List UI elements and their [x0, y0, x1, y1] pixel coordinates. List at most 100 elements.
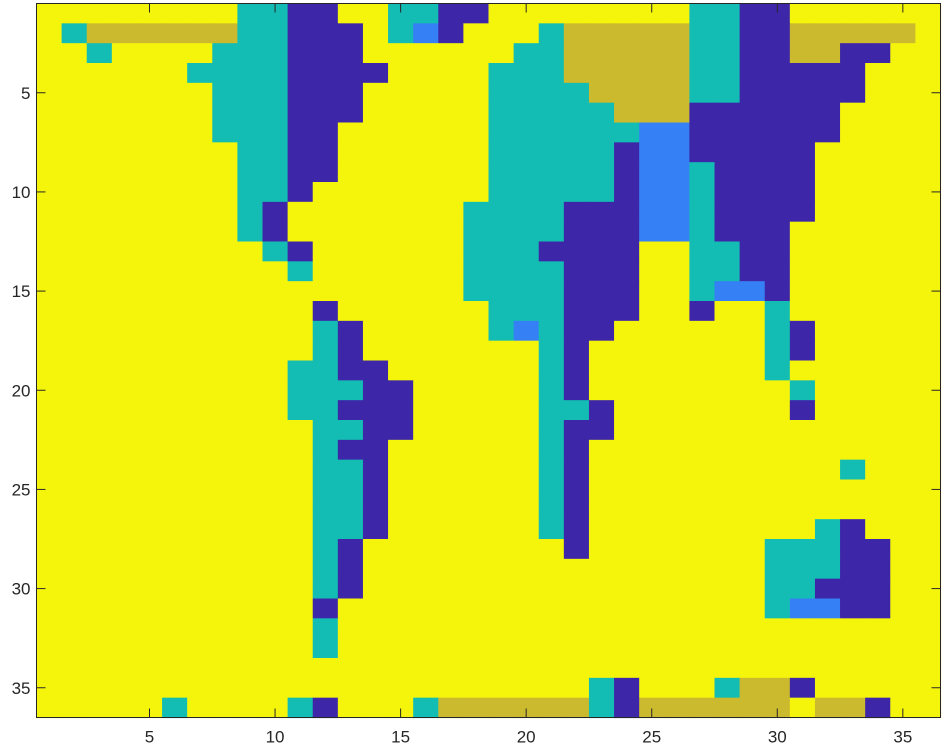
heatmap-cell	[262, 102, 289, 124]
heatmap-cell	[865, 360, 891, 381]
heatmap-cell	[538, 677, 565, 699]
heatmap-cell	[814, 598, 841, 619]
heatmap-cell	[187, 182, 213, 203]
heatmap-cell	[639, 459, 665, 481]
heatmap-cell	[588, 618, 615, 639]
heatmap-cell	[61, 3, 88, 24]
heatmap-cell	[187, 340, 213, 362]
heatmap-cell	[664, 539, 690, 560]
heatmap-cell	[86, 261, 113, 282]
heatmap-cell	[287, 400, 314, 421]
heatmap-cell	[789, 439, 816, 461]
heatmap-cell	[865, 221, 891, 243]
heatmap-cell	[61, 558, 88, 580]
heatmap-cell	[187, 142, 213, 163]
heatmap-cell	[237, 102, 264, 124]
heatmap-cell	[136, 638, 163, 659]
heatmap-cell	[312, 122, 339, 143]
heatmap-cell	[111, 638, 138, 659]
heatmap-cell	[162, 281, 188, 302]
heatmap-cell	[915, 558, 942, 580]
heatmap-cell	[689, 598, 716, 619]
heatmap-cell	[337, 23, 364, 44]
heatmap-cell	[86, 380, 113, 401]
heatmap-cell	[563, 162, 590, 183]
heatmap-cell	[312, 677, 339, 699]
heatmap-cell	[915, 499, 942, 520]
heatmap-cell	[764, 340, 791, 362]
heatmap-cell	[739, 638, 766, 659]
heatmap-cell	[111, 221, 138, 243]
heatmap-cell	[36, 618, 63, 639]
heatmap-cell	[865, 697, 891, 719]
heatmap-cell	[840, 479, 866, 500]
heatmap-cell	[337, 479, 364, 500]
heatmap-cell	[840, 63, 866, 84]
heatmap-cell	[614, 241, 640, 262]
heatmap-cell	[890, 281, 916, 302]
heatmap-cell	[413, 122, 439, 143]
heatmap-cell	[739, 539, 766, 560]
heatmap-cell	[814, 420, 841, 441]
heatmap-cell	[513, 43, 540, 64]
heatmap-cell	[262, 439, 289, 461]
axes-box	[36, 3, 941, 718]
heatmap-cell	[287, 618, 314, 639]
heatmap-cell	[513, 122, 540, 143]
heatmap-cell	[212, 697, 238, 719]
heatmap-cell	[915, 380, 942, 401]
heatmap-cell	[438, 102, 464, 124]
heatmap-cell	[187, 598, 213, 619]
heatmap-cell	[588, 459, 615, 481]
heatmap-cell	[111, 201, 138, 223]
heatmap-cell	[36, 63, 63, 84]
heatmap-cell	[212, 499, 238, 520]
heatmap-cell	[162, 400, 188, 421]
heatmap-cell	[689, 281, 716, 302]
heatmap-cell	[61, 182, 88, 203]
heatmap-cell	[563, 122, 590, 143]
heatmap-cell	[789, 281, 816, 302]
heatmap-cell	[312, 638, 339, 659]
heatmap-cell	[463, 677, 490, 699]
heatmap-cell	[513, 658, 540, 679]
heatmap-cell	[538, 459, 565, 481]
heatmap-cell	[187, 697, 213, 719]
heatmap-cell	[915, 439, 942, 461]
heatmap-cell	[86, 221, 113, 243]
heatmap-cell	[915, 23, 942, 44]
heatmap-cell	[488, 618, 515, 639]
heatmap-cell	[739, 301, 766, 322]
heatmap-cell	[488, 142, 515, 163]
heatmap-cell	[312, 221, 339, 243]
heatmap-cell	[714, 301, 741, 322]
heatmap-cell	[563, 459, 590, 481]
heatmap-cell	[714, 102, 741, 124]
heatmap-cell	[814, 539, 841, 560]
heatmap-cell	[162, 142, 188, 163]
heatmap-cell	[212, 122, 238, 143]
heatmap-cell	[689, 400, 716, 421]
heatmap-cell	[739, 499, 766, 520]
heatmap-cell	[689, 658, 716, 679]
heatmap-cell	[488, 3, 515, 24]
heatmap-cell	[212, 241, 238, 262]
heatmap-cell	[187, 162, 213, 183]
heatmap-cell	[538, 201, 565, 223]
heatmap-cell	[639, 82, 665, 104]
heatmap-cell	[915, 539, 942, 560]
heatmap-cell	[739, 578, 766, 600]
heatmap-cell	[287, 578, 314, 600]
heatmap-cell	[563, 479, 590, 500]
heatmap-cell	[764, 320, 791, 342]
heatmap-cell	[111, 82, 138, 104]
heatmap-cell	[362, 658, 389, 679]
heatmap-cell	[212, 539, 238, 560]
heatmap-cell	[689, 697, 716, 719]
heatmap-cell	[86, 459, 113, 481]
heatmap-cell	[714, 479, 741, 500]
heatmap-cell	[413, 400, 439, 421]
heatmap-cell	[890, 420, 916, 441]
heatmap-cell	[111, 182, 138, 203]
heatmap-cell	[438, 459, 464, 481]
